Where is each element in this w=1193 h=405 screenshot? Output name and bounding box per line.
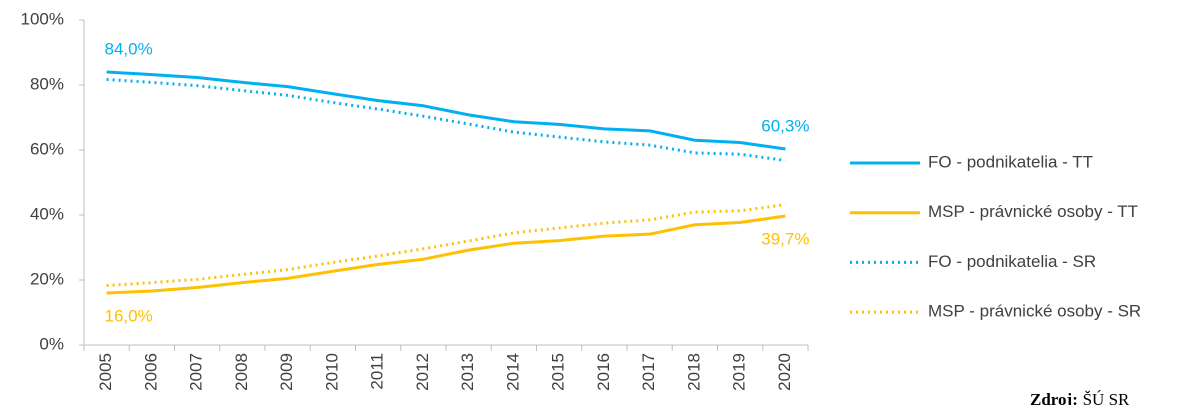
- x-tick-label: 2017: [639, 353, 658, 391]
- x-tick-label: 2006: [141, 353, 160, 391]
- x-tick-label: 2010: [322, 353, 341, 391]
- x-tick-label: 2013: [458, 353, 477, 391]
- y-tick-label: 0%: [39, 334, 64, 353]
- source: Zdroj: ŠÚ SR: [1030, 390, 1130, 405]
- legend-label: FO - podnikatelia - SR: [928, 252, 1096, 271]
- line: [106, 203, 786, 288]
- x-tick-label: 2007: [187, 353, 206, 391]
- legend-label: MSP - právnické osoby - SR: [928, 302, 1141, 321]
- y-tick-label: 40%: [30, 204, 64, 223]
- data-label: 39,7%: [761, 229, 809, 248]
- x-tick-label: 2018: [684, 353, 703, 391]
- x-tick-label: 2014: [503, 353, 522, 391]
- x-tick-label: 2009: [277, 353, 296, 391]
- x-tick-label: 2008: [232, 353, 251, 391]
- x-tick-label: 2015: [549, 353, 568, 391]
- source-text: ŠÚ SR: [1083, 390, 1130, 405]
- line: [106, 70, 786, 151]
- x-tick-label: 2020: [775, 353, 794, 391]
- legend-label: FO - podnikatelia - TT: [928, 152, 1093, 171]
- x-tick-label: 2019: [730, 353, 749, 391]
- data-label: 16,0%: [105, 306, 153, 325]
- source-label: Zdroj:: [1030, 390, 1078, 405]
- y-tick-label: 60%: [30, 139, 64, 158]
- data-label: 84,0%: [105, 39, 153, 58]
- data-label: 60,3%: [761, 117, 809, 136]
- y-tick-label: 20%: [30, 269, 64, 288]
- x-tick-label: 2005: [96, 353, 115, 391]
- y-tick-label: 80%: [30, 74, 64, 93]
- x-tick-label: 2012: [413, 353, 432, 391]
- legend-label: MSP - právnické osoby - TT: [928, 202, 1138, 221]
- x-tick-label: 2011: [368, 353, 387, 390]
- x-tick-label: 2016: [594, 353, 613, 391]
- line: [106, 214, 786, 295]
- line: [106, 77, 786, 162]
- y-tick-label: 100%: [21, 9, 64, 28]
